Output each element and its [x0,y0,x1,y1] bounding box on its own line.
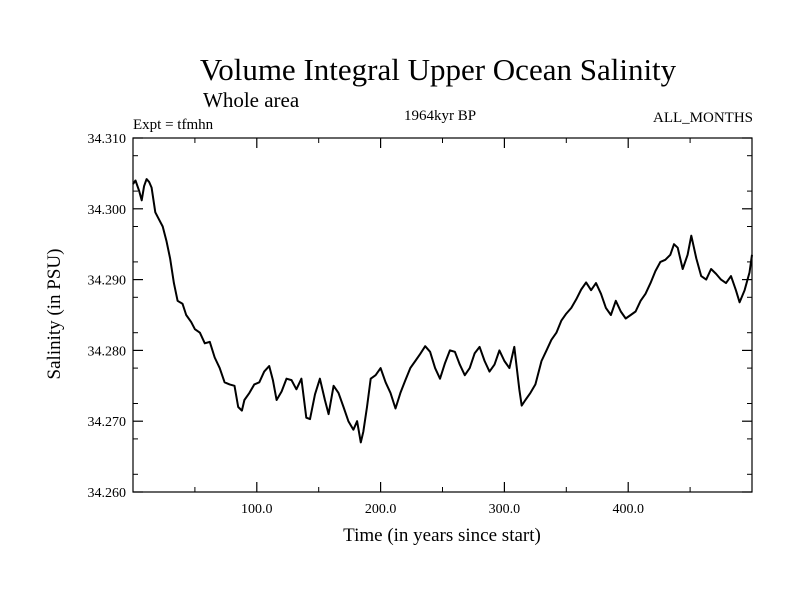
y-tick-label: 34.260 [88,486,127,501]
chart-title: Volume Integral Upper Ocean Salinity [200,52,677,87]
x-tick-label: 200.0 [365,502,397,517]
x-axis-title: Time (in years since start) [343,525,541,546]
x-tick-label: 300.0 [489,502,521,517]
y-tick-label: 34.280 [88,344,127,359]
x-axis: 100.0 200.0 300.0 400.0 [194,138,691,517]
y-tick-label: 34.300 [88,203,127,218]
chart-subtitle: Whole area [203,88,300,112]
salinity-series-line [132,178,753,444]
experiment-label: Expt = tfmhn [133,117,214,133]
y-tick-label: 34.270 [88,415,127,430]
plot-frame [132,137,753,493]
y-tick-label: 34.310 [88,132,127,147]
x-tick-label: 400.0 [612,502,644,517]
months-label: ALL_MONTHS [653,110,753,126]
y-axis-title: Salinity (in PSU) [44,249,65,380]
date-label: 1964kyr BP [404,108,476,124]
y-tick-label: 34.290 [88,274,127,289]
x-tick-label: 100.0 [241,502,273,517]
